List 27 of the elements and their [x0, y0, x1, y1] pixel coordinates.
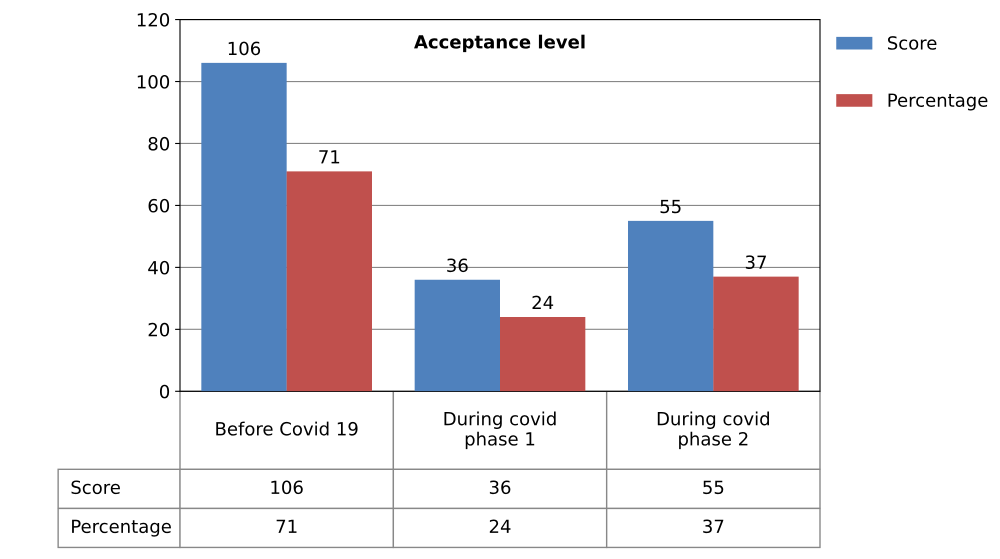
text: Percentage — [72, 520, 171, 537]
text: 36 — [490, 480, 510, 494]
text: 37 — [703, 519, 724, 534]
data-label: 55 — [660, 200, 681, 214]
data-label: 37 — [746, 255, 766, 270]
data-label: 24 — [532, 296, 554, 310]
x-tick-label: During covid phase 2 — [658, 411, 769, 450]
y-tick-label: 0 — [160, 384, 170, 398]
data-label: 71 — [319, 150, 340, 164]
y-tick-label: 80 — [148, 136, 170, 151]
y-tick-label: 40 — [148, 260, 170, 275]
text: 55 — [703, 480, 724, 494]
legend-label: Percentage — [888, 94, 988, 110]
text: 24 — [490, 519, 510, 533]
text: 71 — [276, 520, 296, 533]
y-tick-label: 120 — [138, 13, 170, 27]
data-label: 36 — [447, 258, 468, 272]
x-tick-label: Before Covid 19 — [216, 422, 358, 436]
x-tick-label: During covid phase 1 — [444, 411, 556, 450]
y-tick-label: 20 — [148, 322, 170, 336]
text: Acceptance level — [414, 34, 585, 52]
text: Score — [72, 480, 120, 494]
data-label: 106 — [228, 42, 260, 56]
y-tick-label: 60 — [148, 198, 170, 213]
legend-label: Score — [888, 36, 936, 50]
y-tick-label: 100 — [138, 74, 170, 89]
text: 106 — [271, 480, 303, 494]
